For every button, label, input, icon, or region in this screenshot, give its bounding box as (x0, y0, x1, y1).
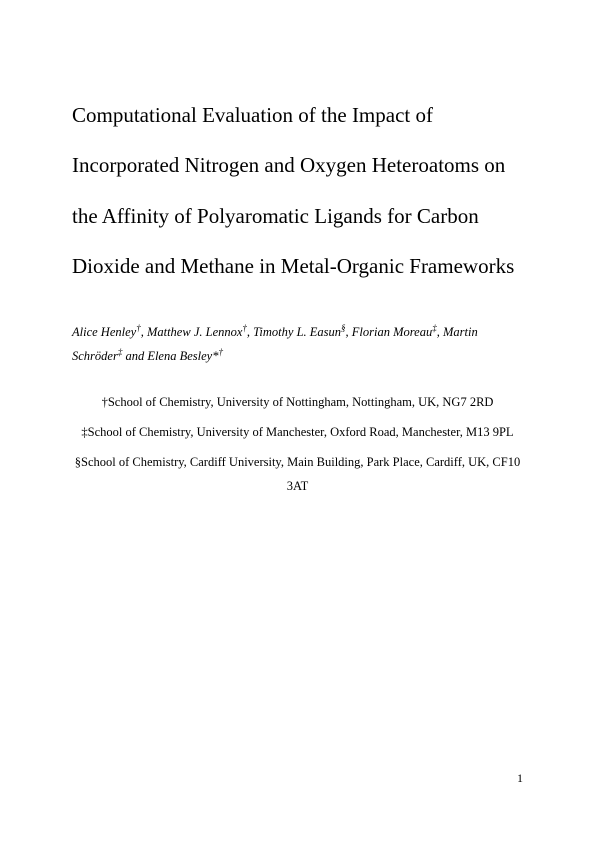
author-text: and Elena Besley* (122, 350, 218, 364)
author-text: , Matthew J. Lennox (141, 325, 243, 339)
affiliation-3: §School of Chemistry, Cardiff University… (72, 451, 523, 499)
author-text: , Timothy L. Easun (247, 325, 341, 339)
authors-list: Alice Henley†, Matthew J. Lennox†, Timot… (72, 320, 523, 370)
page-number: 1 (517, 771, 523, 786)
affiliation-1: †School of Chemistry, University of Nott… (72, 391, 523, 415)
paper-title: Computational Evaluation of the Impact o… (72, 90, 523, 292)
author-affil-mark: † (218, 347, 223, 357)
affiliation-2: ‡School of Chemistry, University of Manc… (72, 421, 523, 445)
author-text: , Florian Moreau (346, 325, 433, 339)
author-text: Alice Henley (72, 325, 136, 339)
